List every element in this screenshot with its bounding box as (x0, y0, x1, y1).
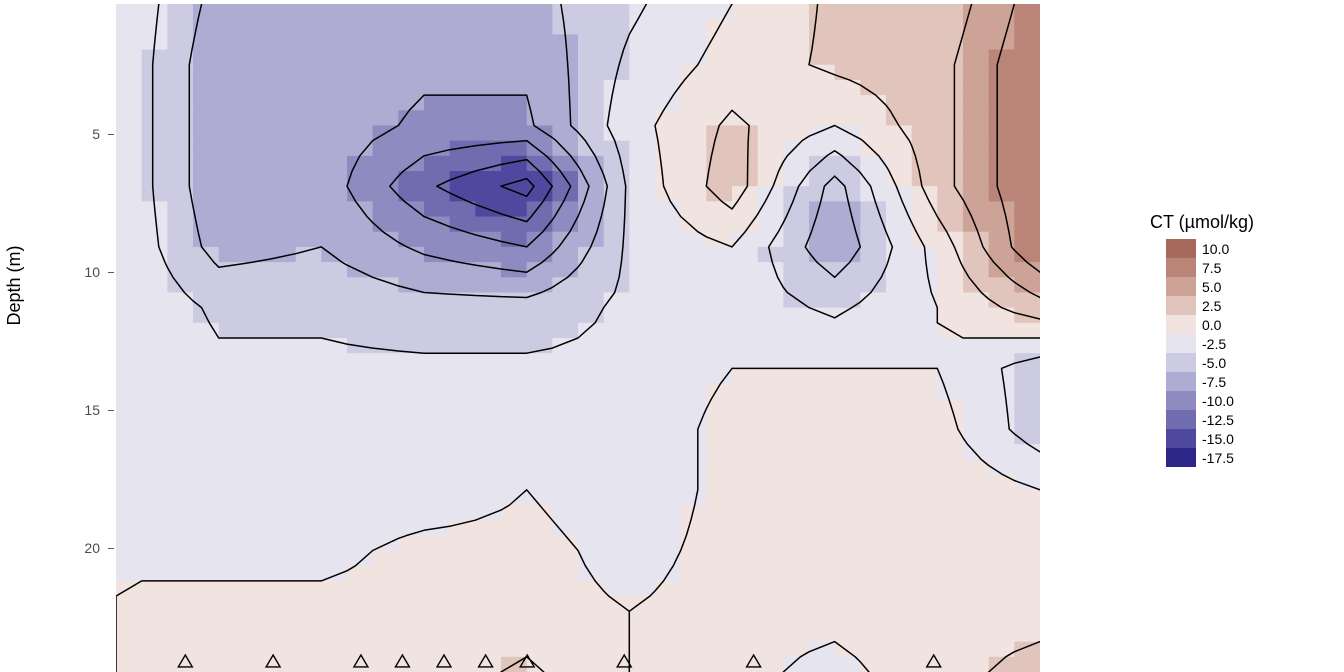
legend-item: -10.0 (1150, 391, 1254, 410)
legend-swatch (1166, 296, 1196, 315)
y-axis-title: Depth (m) (4, 245, 25, 325)
y-tick-label: 5 (60, 126, 100, 142)
legend-item: 10.0 (1150, 239, 1254, 258)
legend: CT (µmol/kg) 10.0 7.5 5.0 2.5 0.0 -2.5 -5.0 -7.… (1150, 212, 1254, 467)
y-tick-label: 20 (60, 540, 100, 556)
legend-item: 2.5 (1150, 296, 1254, 315)
legend-swatch (1166, 239, 1196, 258)
plot-panel (116, 4, 1040, 672)
legend-item: 5.0 (1150, 277, 1254, 296)
legend-item: -17.5 (1150, 448, 1254, 467)
y-tick-label: 10 (60, 264, 100, 280)
legend-swatch (1166, 258, 1196, 277)
legend-item: 0.0 (1150, 315, 1254, 334)
legend-swatch (1166, 410, 1196, 429)
legend-item: -2.5 (1150, 334, 1254, 353)
legend-label: -17.5 (1202, 451, 1234, 465)
legend-swatch (1166, 277, 1196, 296)
legend-label: 7.5 (1202, 261, 1221, 275)
legend-title: CT (µmol/kg) (1150, 212, 1254, 233)
y-tick-mark (108, 548, 114, 549)
legend-label: -7.5 (1202, 375, 1226, 389)
legend-label: -10.0 (1202, 394, 1234, 408)
y-axis-title-text: Depth (m) (4, 245, 24, 325)
legend-label: -12.5 (1202, 413, 1234, 427)
legend-label: 10.0 (1202, 242, 1229, 256)
legend-label: -15.0 (1202, 432, 1234, 446)
y-tick-mark (108, 272, 114, 273)
legend-label: 0.0 (1202, 318, 1221, 332)
y-tick-mark (108, 134, 114, 135)
legend-label: 5.0 (1202, 280, 1221, 294)
y-tick-label: 15 (60, 402, 100, 418)
legend-item: 7.5 (1150, 258, 1254, 277)
legend-swatch (1166, 429, 1196, 448)
contour-chart: Depth (m) 5 10 15 20 CT (µmol/kg) 10.0 7.… (0, 0, 1344, 672)
legend-label: -5.0 (1202, 356, 1226, 370)
legend-swatch (1166, 372, 1196, 391)
legend-swatch (1166, 391, 1196, 410)
y-tick-mark (108, 410, 114, 411)
contour-svg (116, 4, 1040, 672)
legend-label: 2.5 (1202, 299, 1221, 313)
legend-swatch (1166, 353, 1196, 372)
legend-swatch (1166, 334, 1196, 353)
legend-item: -5.0 (1150, 353, 1254, 372)
legend-swatch (1166, 448, 1196, 467)
legend-body: 10.0 7.5 5.0 2.5 0.0 -2.5 -5.0 -7.5 -10.0 -12.5 -1… (1150, 239, 1254, 467)
legend-swatch (1166, 315, 1196, 334)
legend-item: -7.5 (1150, 372, 1254, 391)
legend-label: -2.5 (1202, 337, 1226, 351)
legend-item: -12.5 (1150, 410, 1254, 429)
legend-item: -15.0 (1150, 429, 1254, 448)
